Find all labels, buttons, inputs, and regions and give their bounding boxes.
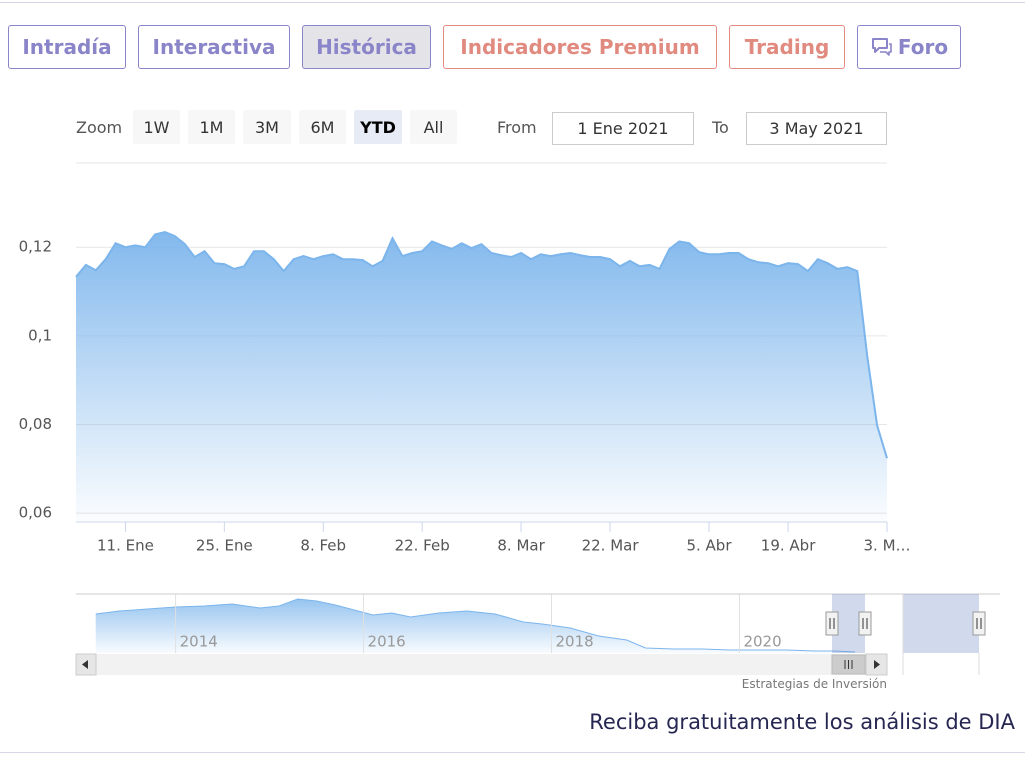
tab[interactable]: Histórica	[302, 25, 431, 69]
to-input[interactable]: 3 May 2021	[746, 112, 887, 145]
x-tick-label: 3. M…	[863, 537, 910, 555]
tab[interactable]: Trading	[729, 25, 845, 69]
x-tick-label: 5. Abr	[686, 537, 732, 555]
nav-handle[interactable]	[858, 611, 872, 636]
tab-label: Foro	[897, 35, 949, 59]
line	[95, 598, 856, 653]
zoom-button[interactable]: 1W	[133, 110, 180, 144]
x-tick-label: 19. Abr	[761, 537, 816, 555]
zoom-button[interactable]: All	[410, 110, 457, 144]
tab[interactable]: Indicadores Premium	[443, 25, 717, 69]
forum-icon	[871, 38, 892, 56]
x-tick-label: 2018	[556, 633, 594, 651]
area-fill	[76, 232, 887, 522]
y-tick-label: 0,1	[28, 326, 52, 344]
x-tick-label: 2014	[180, 633, 218, 651]
x-tick-label: 8. Mar	[497, 537, 545, 555]
line	[75, 231, 888, 459]
y-tick-label: 0,12	[19, 238, 52, 256]
from-label: From	[497, 117, 537, 137]
x-tick-label: 22. Mar	[582, 537, 640, 555]
to-label: To	[712, 117, 729, 137]
zoom-button[interactable]: 3M	[243, 110, 291, 144]
tab[interactable]: Interactiva	[138, 25, 290, 69]
tab[interactable]: Intradía	[8, 25, 126, 69]
y-tick-label: 0,08	[19, 415, 52, 433]
area-fill	[95, 599, 855, 653]
credits[interactable]: Estrategias de Inversión	[741, 677, 887, 691]
y-tick-label: 0,06	[19, 504, 52, 522]
x-tick-label: 2020	[743, 633, 781, 651]
divider	[0, 752, 1025, 753]
navigator-decor	[75, 593, 1000, 676]
zoom-label: Zoom	[76, 117, 123, 137]
x-tick-label: 2016	[368, 633, 406, 651]
divider	[0, 2, 1025, 3]
footer-text[interactable]: Reciba gratuitamente los análisis de DIA	[589, 710, 1015, 734]
from-input[interactable]: 1 Ene 2021	[552, 112, 694, 145]
nav-handle[interactable]	[825, 611, 839, 636]
zoom-button[interactable]: YTD	[354, 110, 402, 144]
x-tick-label: 25. Ene	[196, 537, 253, 555]
x-tick-label: 11. Ene	[97, 537, 154, 555]
x-tick-label: 8. Feb	[300, 537, 346, 555]
zoom-button[interactable]: 6M	[299, 110, 346, 144]
x-tick-label: 22. Feb	[395, 537, 450, 555]
scrollbar[interactable]	[76, 654, 887, 675]
tab[interactable]: Foro	[857, 25, 961, 69]
zoom-button[interactable]: 1M	[188, 110, 235, 144]
